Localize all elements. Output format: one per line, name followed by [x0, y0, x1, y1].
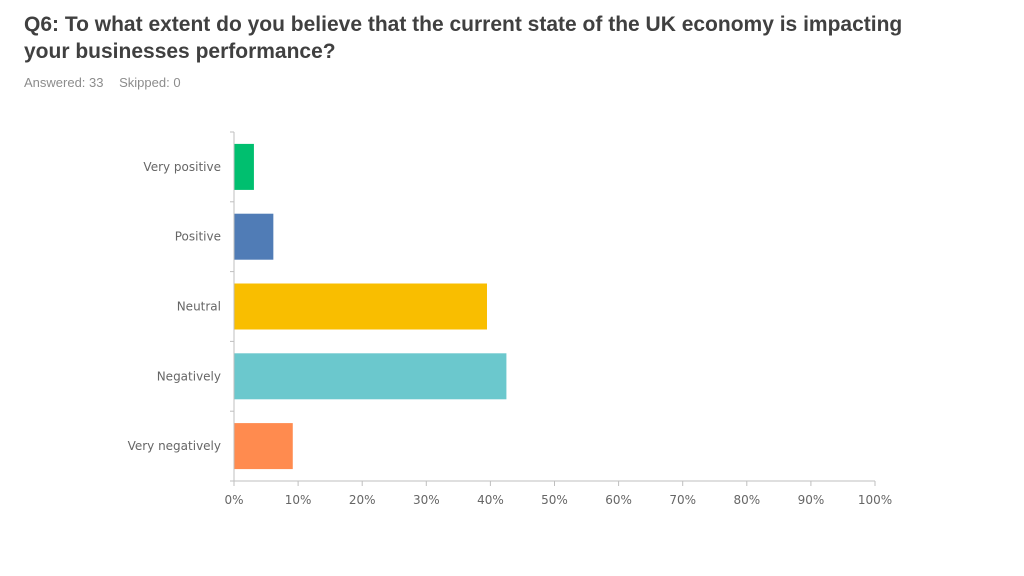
bar [234, 143, 254, 190]
page-title: Q6: To what extent do you believe that t… [24, 13, 903, 63]
x-tick-label: 30% [413, 493, 440, 507]
bar [234, 213, 274, 260]
chart-labels: 0% 10% 20% 30% 40% 50% 60% 70% 80% 90% 100% Very po… [128, 160, 893, 507]
x-tick-label: 50% [541, 493, 568, 507]
category-label: Positive [175, 230, 221, 244]
x-tick-label: 20% [349, 493, 376, 507]
category-label: Very positive [143, 160, 221, 174]
response-summary: Answered: 33 Skipped: 0 [24, 75, 181, 90]
x-tick-label: 10% [285, 493, 312, 507]
chart-bars [234, 143, 507, 470]
x-tick-label: 60% [605, 493, 632, 507]
category-label: Neutral [177, 300, 221, 314]
x-tick-label: 80% [733, 493, 760, 507]
chart-axes [230, 131, 876, 486]
answered-count: Answered: 33 [24, 75, 104, 90]
x-tick-label: 40% [477, 493, 504, 507]
skipped-count: Skipped: 0 [119, 75, 181, 90]
x-tick-label: 100% [858, 493, 892, 507]
category-label: Very negatively [128, 439, 221, 453]
bar [234, 353, 507, 400]
bar [234, 283, 487, 330]
bar [234, 423, 293, 470]
category-label: Negatively [157, 369, 221, 383]
x-tick-label: 90% [798, 493, 825, 507]
x-tick-label: 0% [224, 493, 243, 507]
x-tick-label: 70% [669, 493, 696, 507]
